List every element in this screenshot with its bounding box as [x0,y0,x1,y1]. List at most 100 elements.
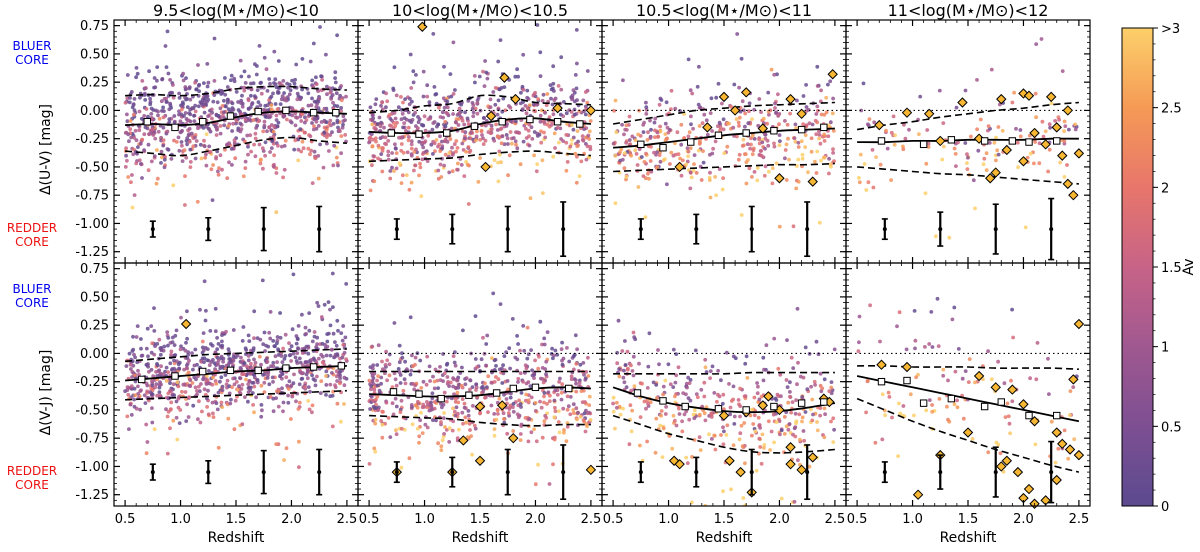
data-point [215,126,219,130]
median-square-marker [948,137,954,143]
data-point [522,349,526,353]
data-point [451,151,455,155]
data-point [461,397,465,401]
data-point [210,383,214,387]
data-point [735,117,739,121]
data-point [721,176,725,180]
data-point [298,127,302,131]
data-point [246,153,250,157]
data-point [474,314,478,318]
data-point [533,130,537,134]
data-point [400,466,404,470]
error-bar-center [262,227,266,231]
data-point [519,438,523,442]
data-point [524,363,528,367]
data-point [327,300,331,304]
data-point [393,111,397,115]
data-point [456,436,460,440]
data-point [409,53,413,57]
data-point [649,159,653,163]
data-point [211,412,215,416]
data-point [404,382,408,386]
data-point [615,401,619,405]
data-point [771,166,775,170]
data-point [139,347,143,351]
data-point [166,392,170,396]
data-point [483,84,487,88]
data-point [631,369,635,373]
data-point [722,127,726,131]
fit-lines-r1-p1 [369,372,591,426]
data-point [753,413,757,417]
data-point [956,405,960,409]
data-point [636,163,640,167]
data-point [732,443,736,447]
data-point [994,159,998,163]
data-point [961,377,965,381]
data-point [167,72,171,76]
data-point [393,65,397,69]
data-point [667,362,671,366]
data-point [464,150,468,154]
data-point [260,403,264,407]
data-point [709,196,713,200]
data-point [634,138,638,142]
data-point [374,406,378,410]
data-point [134,162,138,166]
data-point [913,309,917,313]
data-point [566,408,570,412]
data-point [247,107,251,111]
data-point [505,397,509,401]
data-point [256,88,260,92]
error-bar-center [694,227,698,231]
data-point [579,363,583,367]
data-point [499,302,503,306]
data-point [290,395,294,399]
data-point [398,344,402,348]
data-point [750,408,754,412]
data-point [281,79,285,83]
data-point [177,149,181,153]
scatter-points-r1-p2 [611,307,836,508]
data-point [457,117,461,121]
diamond-marker [775,174,784,183]
data-point [720,102,724,106]
data-point [238,376,242,380]
data-point [312,128,316,132]
data-point [493,158,497,162]
data-point [216,361,220,365]
data-point [823,412,827,416]
data-point [123,389,127,393]
data-point [496,408,500,412]
data-point [247,339,251,343]
data-point [193,104,197,108]
data-point [157,130,161,134]
data-point [768,448,772,452]
median-square-marker [283,107,289,113]
data-point [574,73,578,77]
data-point [297,407,301,411]
data-point [325,340,329,344]
data-point [196,126,200,130]
data-point [181,72,185,76]
data-point [228,402,232,406]
data-point [975,78,979,82]
data-point [525,136,529,140]
data-point [819,89,823,93]
data-point [486,410,490,414]
data-point [665,182,669,186]
data-point [801,157,805,161]
data-point [815,420,819,424]
data-point [247,75,251,79]
data-point [794,412,798,416]
data-point [187,395,191,399]
data-point [323,303,327,307]
data-point [896,454,900,458]
data-point [494,123,498,127]
data-point [793,500,797,504]
data-point [941,121,945,125]
data-point [572,136,576,140]
data-point [316,89,320,93]
data-point [509,130,513,134]
data-point [373,422,377,426]
